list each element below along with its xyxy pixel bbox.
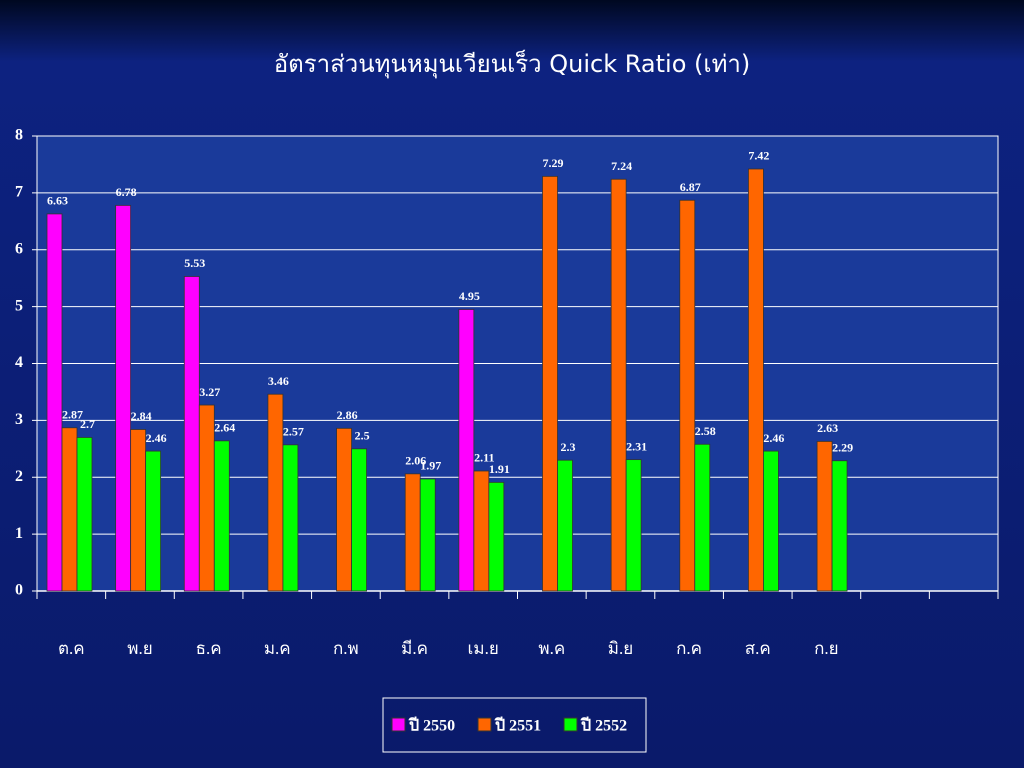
value-label: 3.27 [199,385,220,399]
value-label: 2.46 [763,431,784,445]
legend-swatch [391,717,406,732]
legend-swatch [477,717,492,732]
x-tick-label: ม.ค [264,639,291,658]
chart-title: อัตราส่วนทุนหมุนเวียนเร็ว Quick Ratio (เ… [274,49,750,79]
x-tick-label: พ.ค [538,639,565,658]
legend-label: ปี 2550 [408,716,456,735]
value-label: 2.7 [80,417,95,431]
value-label: 7.24 [611,159,632,173]
value-label: 2.06 [405,454,426,468]
y-tick-label: 3 [15,411,23,428]
x-tick-label: ก.ย [814,639,839,658]
bar [282,444,299,592]
bar [488,481,505,592]
value-label: 1.97 [420,459,441,473]
bar [198,404,215,592]
value-label: 2.3 [561,440,576,454]
legend-swatch [563,717,578,732]
x-tick-label: พ.ย [127,639,152,658]
value-label: 2.58 [695,424,716,438]
x-tick-label: มี.ค [401,639,428,658]
value-label: 1.91 [489,462,510,476]
bar [458,309,475,592]
bar [557,459,573,592]
y-tick-label: 4 [15,354,23,371]
value-label: 7.42 [748,149,769,163]
value-label: 2.57 [283,425,304,439]
value-label: 2.29 [832,441,853,455]
bar [213,440,230,592]
bar [183,276,200,592]
bar [267,393,284,592]
x-tick-label: ก.พ [333,639,359,658]
value-label: 2.84 [131,409,152,423]
bar [419,478,436,592]
value-label: 2.46 [146,431,167,445]
y-tick-label: 7 [15,184,23,201]
value-label: 4.95 [459,289,480,303]
bar [831,460,848,592]
legend-label: ปี 2551 [494,716,542,735]
x-tick-label: ต.ค [58,639,85,658]
legend-label: ปี 2552 [580,716,628,735]
bar [404,473,421,592]
y-tick-label: 8 [15,127,23,144]
bar [115,204,132,592]
value-label: 2.31 [626,439,647,453]
bar [610,178,627,592]
bar [351,448,367,592]
bar [61,427,78,592]
value-label: 3.46 [268,374,289,388]
x-tick-label: ก.ค [676,639,702,658]
value-label: 6.63 [47,194,68,208]
bar [473,470,490,592]
bar [336,427,352,592]
y-tick-label: 6 [15,240,23,257]
bar [46,213,63,592]
y-tick-label: 5 [15,297,23,314]
x-tick-label: มิ.ย [608,639,633,658]
value-label: 2.64 [214,421,235,435]
bar [748,168,764,592]
x-tick-label: ธ.ค [196,639,222,658]
x-tick-label: ส.ค [745,639,771,658]
bar [679,199,696,592]
bar [542,175,558,592]
y-tick-label: 0 [15,582,23,599]
bar [130,429,147,592]
value-label: 7.29 [543,156,564,170]
x-tick-label: เม.ย [468,639,499,658]
bar [145,450,162,592]
value-label: 2.63 [817,421,838,435]
y-tick-label: 2 [15,468,23,485]
bar [816,441,833,592]
bar [625,459,642,592]
bar [763,450,779,592]
value-label: 5.53 [184,256,205,270]
value-label: 6.87 [680,180,701,194]
bar [694,443,711,592]
bar [76,437,93,592]
value-label: 2.86 [337,408,358,422]
value-label: 2.11 [474,451,494,465]
legend-box [382,697,647,753]
value-label: 2.87 [62,408,83,422]
value-label: 6.78 [116,185,137,199]
value-label: 2.5 [355,429,370,443]
y-tick-label: 1 [15,525,23,542]
